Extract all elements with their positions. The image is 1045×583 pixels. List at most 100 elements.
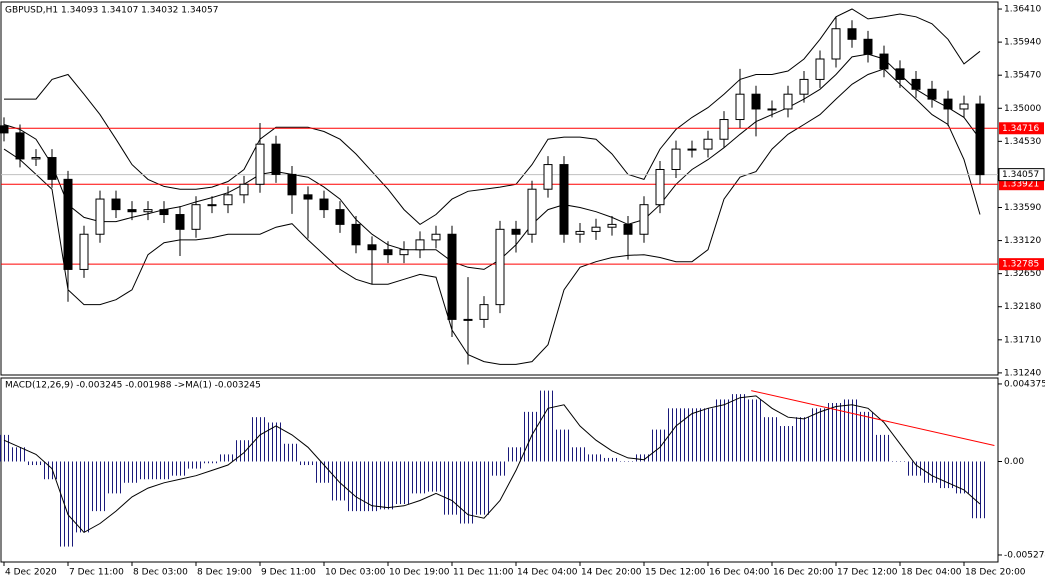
candle-body (0, 125, 9, 134)
macd-bar (236, 440, 252, 462)
candle-body (79, 233, 89, 270)
candle-body (767, 108, 777, 111)
candle-body (719, 119, 729, 140)
candle-body (735, 93, 745, 121)
candle-body (895, 68, 905, 80)
candle-body (335, 209, 345, 225)
macd-bar (844, 399, 860, 462)
macd-bar (300, 461, 316, 466)
candle-body (703, 138, 713, 150)
macd-bar (428, 461, 444, 492)
x-tick-label: 9 Dec 11:00 (261, 568, 316, 578)
macd-bar (556, 429, 572, 462)
macd-bar (172, 461, 188, 476)
macd-bar (76, 461, 92, 533)
macd-bar (0, 434, 12, 462)
chart-title: GBPUSD,H1 1.34093 1.34107 1.34032 1.3405… (5, 6, 218, 16)
macd-panel (0, 377, 999, 563)
candle-body (239, 183, 249, 196)
candle-body (431, 233, 441, 241)
candle-body (191, 204, 201, 230)
macd-bar (540, 390, 556, 462)
macd-bar (204, 461, 220, 464)
candle-body (47, 157, 57, 180)
candle-body (31, 157, 41, 160)
x-tick-label: 10 Dec 19:00 (389, 568, 450, 578)
candle-body (383, 249, 393, 256)
candle-body (111, 198, 121, 211)
macd-bar (44, 461, 60, 480)
candle-body (223, 194, 233, 206)
level-label-box (999, 258, 1044, 271)
candle-body (15, 132, 25, 160)
candle-body (159, 209, 169, 216)
macd-bar (668, 408, 684, 462)
x-tick-label: 18 Dec 20:00 (965, 568, 1026, 578)
candle-body (463, 318, 473, 321)
candle-body (319, 198, 329, 211)
candle-body (175, 214, 185, 230)
candle-body (831, 28, 841, 60)
x-tick-label: 16 Dec 20:00 (773, 568, 834, 578)
macd-bar (972, 461, 988, 519)
macd-bar (796, 417, 812, 462)
macd-bar (684, 408, 700, 462)
y-tick-label: 1.31710 (1004, 335, 1041, 345)
candle-body (607, 223, 617, 228)
last-price-box (998, 168, 1045, 182)
candle-body (479, 304, 489, 320)
macd-bar (492, 461, 508, 476)
candle-body (591, 226, 601, 232)
macd-bar (588, 454, 604, 462)
candle-body (687, 148, 697, 151)
macd-title: MACD(12,26,9) -0.003245 -0.001988 ->MA(1… (5, 381, 261, 391)
macd-bar (332, 461, 348, 501)
macd-bar (572, 447, 588, 462)
macd-bar (604, 457, 620, 462)
candle-body (879, 53, 889, 70)
x-tick-label: 17 Dec 12:00 (837, 568, 898, 578)
candle-body (351, 223, 361, 246)
candle-body (799, 78, 809, 95)
candle-body (447, 233, 457, 320)
level-label-box (999, 122, 1044, 135)
macd-bar (396, 461, 412, 505)
macd-bar (860, 411, 876, 462)
x-tick-label: 4 Dec 2020 (5, 568, 57, 578)
level-label: 1.34716 (1002, 124, 1039, 134)
price-panel (0, 1, 999, 376)
signal-line (3, 395, 981, 534)
macd-bar (412, 461, 428, 494)
x-tick-label: 18 Dec 04:00 (901, 568, 962, 578)
candle-body (415, 239, 425, 251)
candle-body (399, 249, 409, 256)
macd-bar (892, 461, 908, 462)
macd-bar (316, 461, 332, 483)
x-tick-label: 16 Dec 04:00 (709, 568, 770, 578)
x-tick-label: 10 Dec 03:00 (325, 568, 386, 578)
macd-bar (828, 402, 844, 462)
candle-body (975, 103, 985, 176)
candle-body (367, 244, 377, 251)
candle-body (815, 58, 825, 80)
candle-body (143, 209, 153, 213)
candle-body (95, 198, 105, 235)
x-tick-label: 7 Dec 11:00 (69, 568, 124, 578)
macd-bar (28, 461, 44, 466)
candle-body (255, 143, 265, 185)
x-tick-label: 11 Dec 11:00 (453, 568, 514, 578)
macd-bar (188, 461, 204, 469)
candle-body (271, 143, 281, 175)
y-tick-label: 1.34530 (1004, 137, 1041, 147)
y-tick-label: 1.33590 (1004, 203, 1041, 213)
candle-body (623, 223, 633, 235)
y-tick-label: 1.35000 (1004, 104, 1041, 114)
level-label-box (999, 178, 1044, 191)
macd-bar (252, 417, 268, 462)
macd-bar (140, 461, 156, 480)
candle-body (927, 88, 937, 100)
candle-body (655, 168, 665, 206)
macd-bar (700, 408, 716, 462)
macd-bar (364, 461, 380, 512)
